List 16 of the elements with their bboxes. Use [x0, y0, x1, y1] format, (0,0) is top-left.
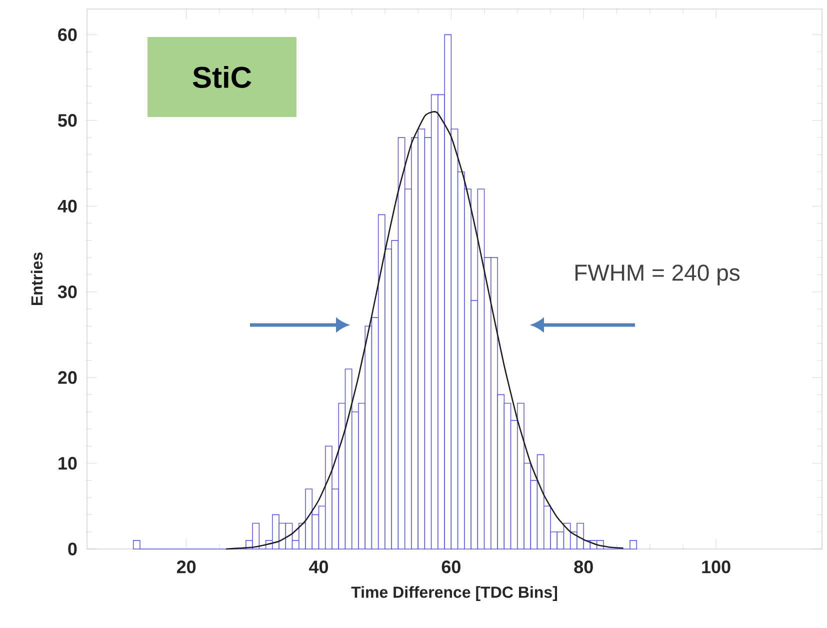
y-axis-title: Entries: [30, 252, 43, 306]
y-tick-label: 10: [58, 456, 77, 470]
x-tick-label: 40: [309, 560, 328, 574]
x-tick-label: 60: [442, 560, 460, 574]
y-tick-label: 60: [58, 28, 77, 42]
y-tick-label: 30: [58, 285, 77, 298]
x-tick-label: 20: [176, 560, 196, 574]
y-tick-label: 40: [58, 200, 77, 213]
x-tick-label: 100: [702, 560, 730, 574]
x-axis-title: Time Difference [TDC Bins]: [351, 586, 557, 602]
annotation: FWHM = 240 ps: [575, 264, 740, 286]
y-tick-label: 20: [58, 371, 77, 384]
y-tick-label: 50: [58, 114, 77, 127]
annotation: StiC: [192, 66, 252, 88]
y-tick-label: 0: [68, 542, 77, 556]
x-tick-label: 80: [574, 560, 593, 574]
